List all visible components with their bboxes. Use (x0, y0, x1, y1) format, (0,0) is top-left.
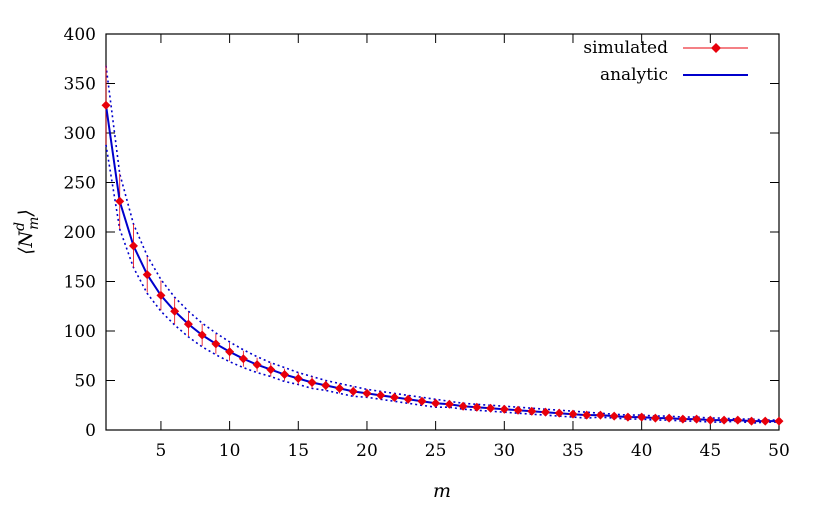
plot-frame (105, 33, 780, 431)
data-point (513, 405, 523, 415)
data-point (142, 270, 152, 280)
x-tick-label: 50 (768, 441, 790, 461)
simulated-error-bars (105, 65, 780, 424)
data-point (403, 394, 413, 404)
data-point (266, 365, 276, 375)
data-point (444, 399, 454, 409)
x-tick-label: 25 (425, 441, 447, 461)
data-point (170, 306, 180, 316)
analytic-line (105, 105, 779, 423)
data-point (719, 415, 729, 425)
data-point (252, 360, 262, 370)
data-point (747, 416, 757, 426)
x-tick-label: 30 (493, 441, 515, 461)
data-point (293, 374, 303, 384)
legend-marker-simulated (711, 43, 721, 53)
data-point (183, 319, 193, 329)
data-point (417, 396, 427, 406)
data-point (692, 414, 702, 424)
data-point (115, 196, 125, 206)
x-tick-label: 15 (287, 441, 309, 461)
data-point (774, 416, 784, 426)
y-tick-label: 50 (74, 372, 96, 392)
x-tick-label: 10 (219, 441, 241, 461)
data-point (128, 241, 138, 251)
data-point (197, 330, 207, 340)
data-point (334, 383, 344, 393)
data-point (760, 416, 770, 426)
analytic-band (105, 65, 779, 424)
x-tick-label: 20 (356, 441, 378, 461)
y-tick-label: 0 (85, 421, 96, 441)
x-axis-label: m (433, 480, 451, 502)
y-tick-label: 350 (64, 75, 96, 95)
x-axis-ticks: 5 10 15 20 25 30 35 40 45 50 (156, 34, 790, 461)
data-point (321, 380, 331, 390)
simulated-points (101, 100, 784, 426)
data-point (733, 415, 743, 425)
analytic-band-lower (105, 144, 779, 424)
data-point (376, 390, 386, 400)
x-tick-label: 40 (631, 441, 653, 461)
data-point (582, 410, 592, 420)
data-point (595, 410, 605, 420)
data-point (101, 100, 111, 110)
x-tick-label: 45 (700, 441, 722, 461)
data-point (527, 406, 537, 416)
series-lines (105, 105, 779, 423)
data-point (664, 413, 674, 423)
y-axis-ticks: 0 50 100 150 200 250 300 350 400 (64, 25, 779, 441)
data-point (431, 398, 441, 408)
data-point (225, 347, 235, 357)
data-point (211, 339, 221, 349)
x-tick-label: 35 (562, 441, 584, 461)
y-tick-label: 400 (64, 25, 96, 45)
data-point (568, 409, 578, 419)
legend-label-simulated: simulated (583, 38, 668, 58)
y-tick-label: 150 (64, 273, 96, 293)
legend: simulated analytic (583, 38, 748, 85)
data-point (280, 370, 290, 380)
data-point (389, 392, 399, 402)
data-point (307, 377, 317, 387)
x-tick-label: 5 (156, 441, 167, 461)
data-point (678, 414, 688, 424)
data-point (362, 388, 372, 398)
data-point (623, 412, 633, 422)
data-point (705, 415, 715, 425)
data-point (637, 412, 647, 422)
data-point (472, 402, 482, 412)
data-point (238, 354, 248, 364)
legend-label-analytic: analytic (600, 65, 668, 85)
y-axis-label: ⟨Ndm⟩ (12, 209, 42, 255)
data-point (541, 407, 551, 417)
data-point (156, 290, 166, 300)
data-point (499, 404, 509, 414)
data-point (609, 411, 619, 421)
analytic-band-upper (105, 65, 779, 421)
y-tick-label: 200 (64, 223, 96, 243)
y-tick-label: 250 (64, 174, 96, 194)
data-point (554, 408, 564, 418)
y-tick-label: 100 (64, 322, 96, 342)
data-point (458, 401, 468, 411)
y-tick-label: 300 (64, 124, 96, 144)
data-point (486, 403, 496, 413)
simulated-line (105, 105, 779, 422)
data-point (650, 413, 660, 423)
data-point (348, 386, 358, 396)
